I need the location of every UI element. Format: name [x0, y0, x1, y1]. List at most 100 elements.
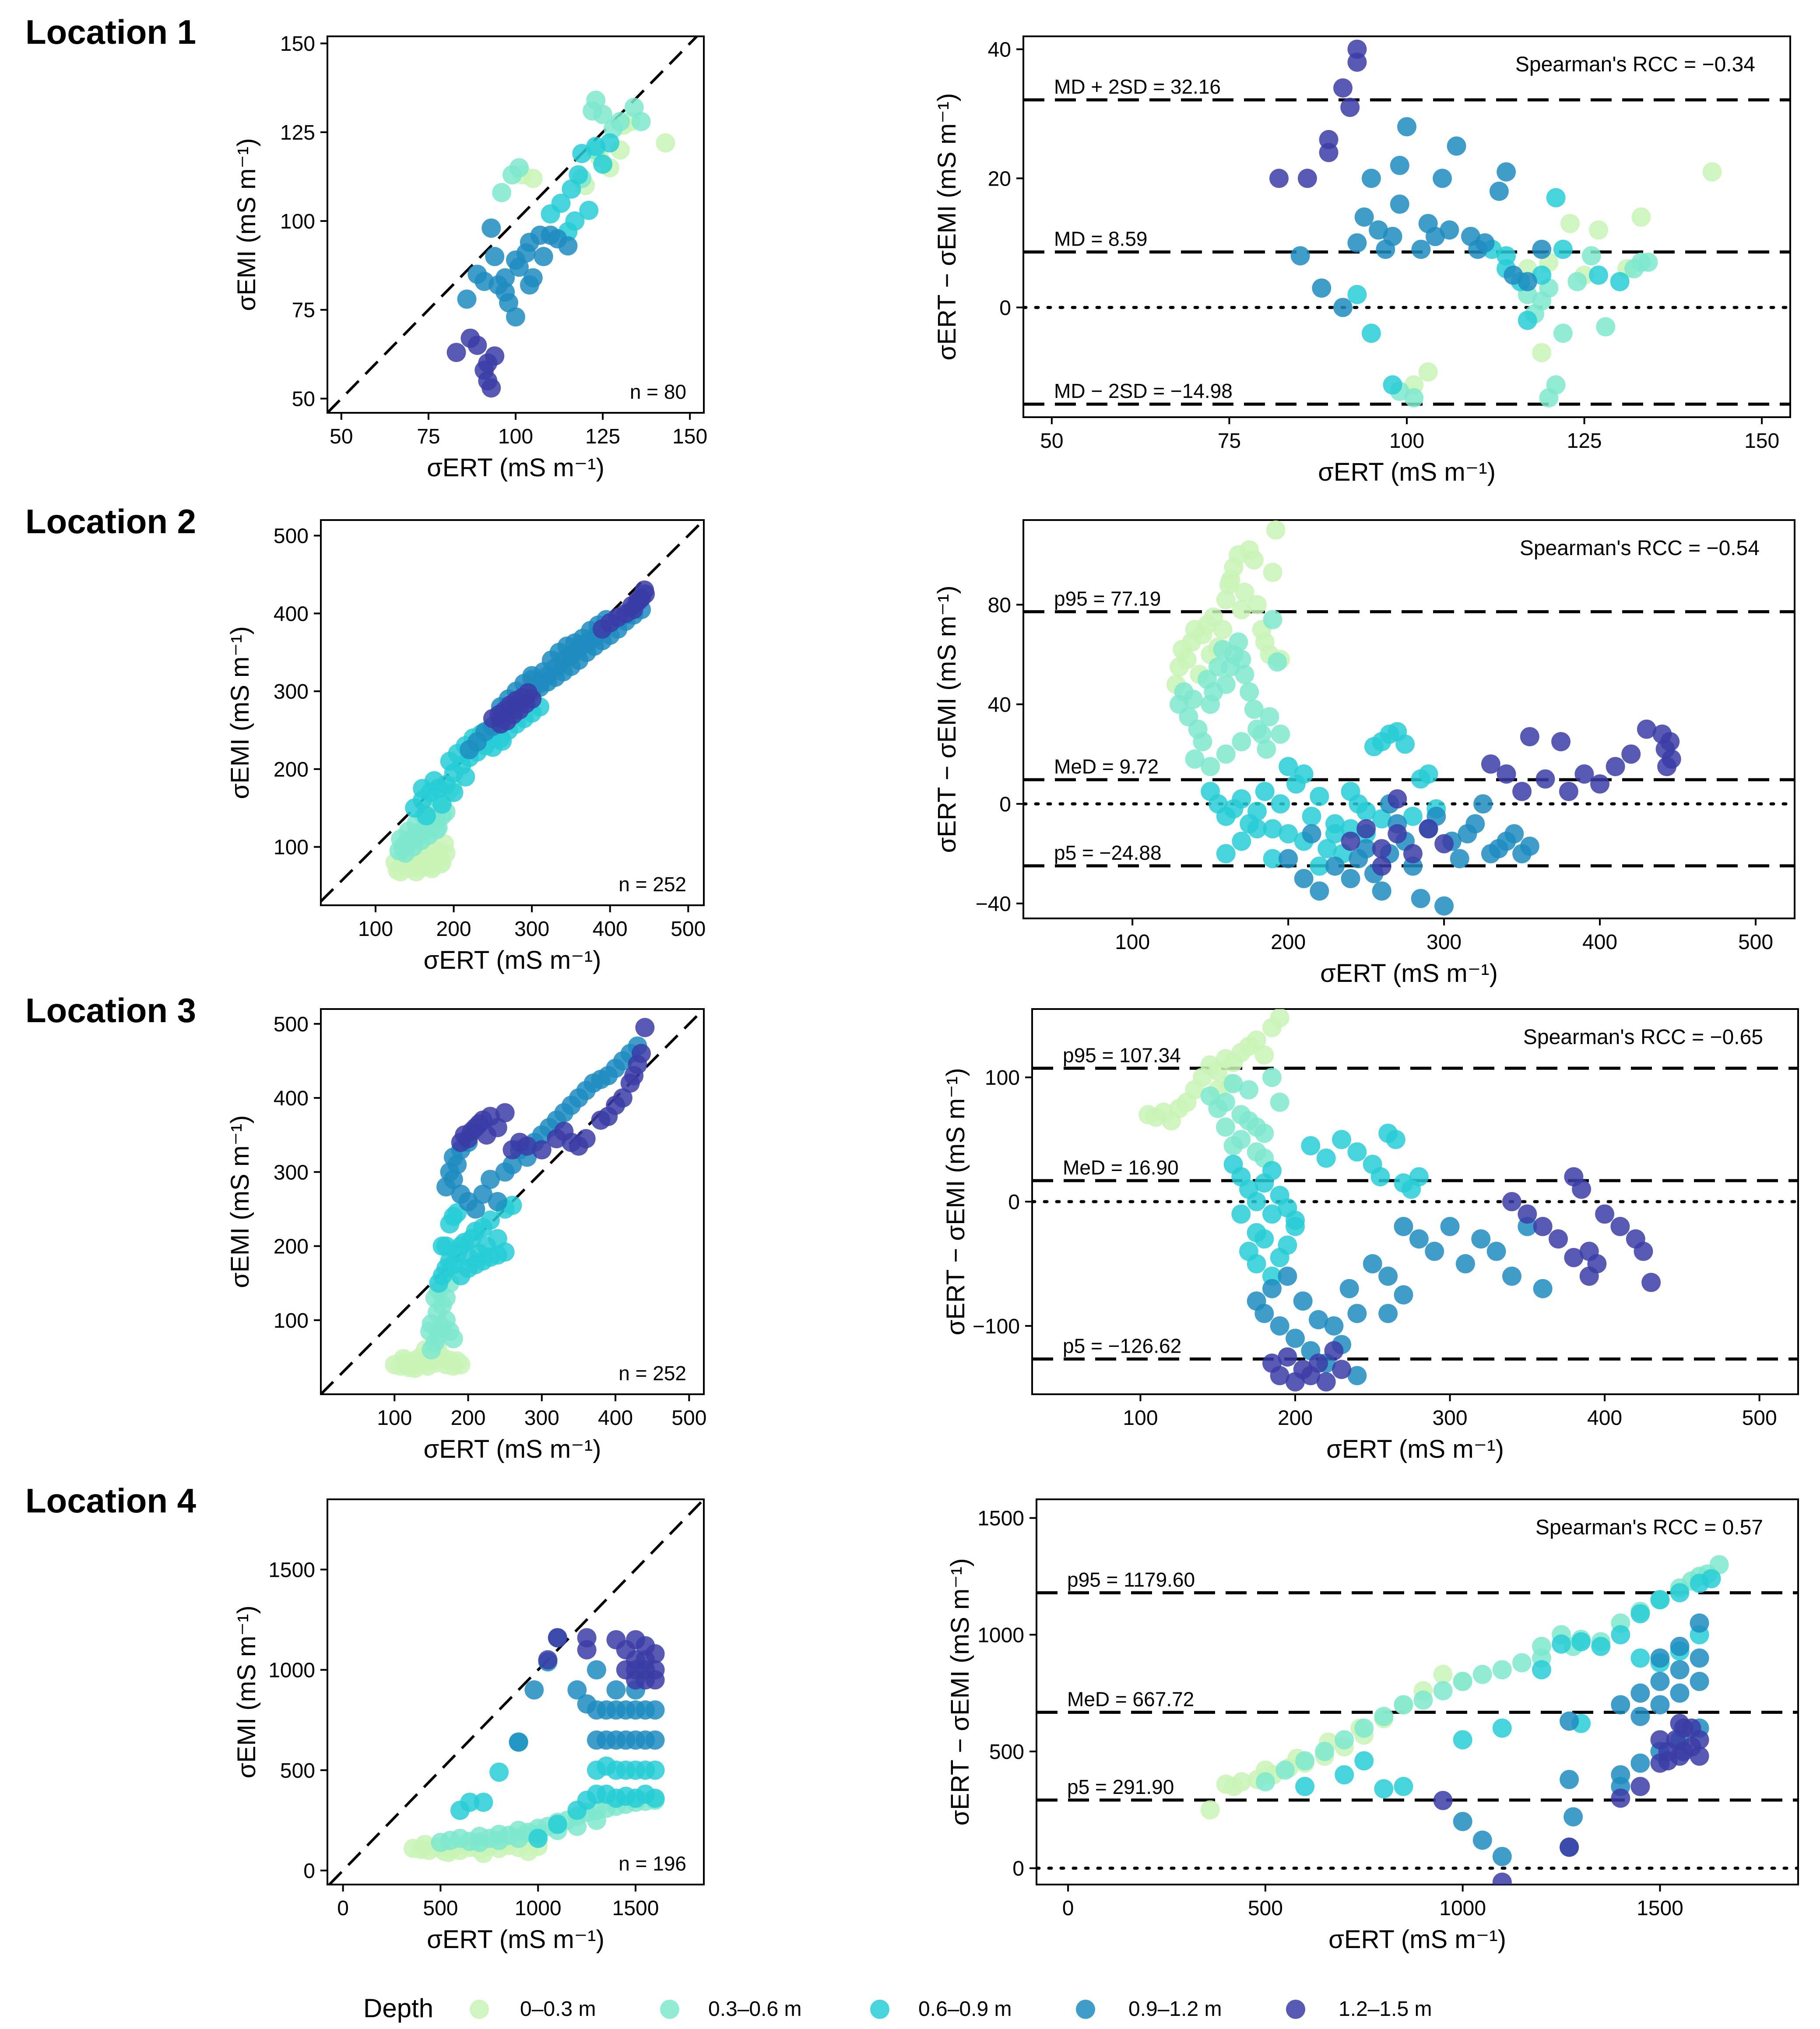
- data-point: [587, 1811, 606, 1830]
- y-tick-label: 40: [988, 38, 1011, 61]
- data-point: [1567, 272, 1587, 292]
- data-point: [1419, 819, 1438, 839]
- data-point: [1637, 719, 1656, 739]
- data-point: [1486, 1241, 1506, 1261]
- chart-panel-0: 50 75 100 125 150 50 75 100 125 150 σERT (mS m⁻¹) σ…: [232, 32, 707, 482]
- data-point: [1232, 600, 1251, 619]
- y-tick-label: 0: [1008, 1191, 1020, 1214]
- data-point: [1347, 52, 1367, 72]
- data-point: [613, 1088, 632, 1108]
- y-tick-label: 500: [274, 525, 309, 548]
- data-point: [1606, 757, 1625, 777]
- data-point: [1356, 819, 1376, 839]
- reference-line-label: MeD = 667.72: [1067, 1688, 1194, 1711]
- data-point: [460, 1793, 480, 1812]
- data-point: [1702, 162, 1722, 182]
- sample-size-label: n = 196: [618, 1852, 686, 1875]
- data-point: [593, 155, 613, 174]
- data-point: [1247, 595, 1267, 615]
- data-point: [489, 1762, 509, 1782]
- data-point: [420, 1322, 440, 1341]
- data-point: [1571, 1632, 1591, 1652]
- x-tick-label: 100: [377, 1407, 412, 1430]
- data-point: [1310, 881, 1329, 901]
- data-point: [1263, 610, 1282, 629]
- data-point: [1263, 849, 1282, 869]
- y-tick-label: 1500: [977, 1507, 1024, 1530]
- data-point: [1347, 1142, 1367, 1162]
- data-point: [1295, 1751, 1315, 1771]
- data-point: [1502, 1266, 1521, 1286]
- data-point: [1589, 265, 1608, 285]
- x-tick-label: 300: [514, 918, 549, 941]
- data-point: [1269, 169, 1289, 188]
- y-axis-label: σERT − σEMI (mS m⁻¹): [933, 93, 961, 361]
- x-tick-label: 50: [330, 425, 353, 448]
- data-point: [1512, 781, 1532, 801]
- legend-swatch-0: [470, 2000, 489, 2019]
- plot-area: [1023, 520, 1795, 916]
- data-point: [1262, 1204, 1282, 1224]
- data-point: [1497, 246, 1516, 266]
- data-point: [488, 1118, 507, 1137]
- data-point: [424, 771, 444, 791]
- data-point: [1670, 1637, 1690, 1656]
- data-point: [1339, 1279, 1359, 1298]
- data-point: [1395, 734, 1415, 754]
- data-point: [1347, 1366, 1367, 1385]
- data-point: [558, 236, 578, 256]
- data-point: [495, 1103, 515, 1122]
- y-tick-label: 100: [274, 1309, 309, 1333]
- data-point: [1409, 1167, 1429, 1187]
- y-axis-label: σERT − σEMI (mS m⁻¹): [946, 1558, 974, 1826]
- reference-line-label: p95 = 1179.60: [1067, 1568, 1195, 1591]
- x-tick-label: 75: [1218, 429, 1241, 453]
- data-point: [1453, 1730, 1472, 1750]
- data-point: [1325, 856, 1345, 876]
- data-point: [1674, 1742, 1694, 1761]
- data-point: [1670, 1660, 1690, 1680]
- data-point: [1434, 834, 1454, 854]
- data-point: [1349, 849, 1368, 869]
- x-tick-label: 100: [1115, 931, 1150, 954]
- data-point: [1638, 253, 1658, 272]
- data-point: [1271, 724, 1290, 744]
- data-point: [485, 247, 505, 267]
- data-point: [1240, 682, 1259, 702]
- data-point: [1411, 239, 1431, 259]
- data-point: [1231, 1130, 1251, 1150]
- data-point: [1294, 764, 1314, 784]
- data-point: [1650, 1730, 1670, 1750]
- data-point: [1302, 806, 1321, 826]
- y-tick-label: 200: [274, 758, 309, 781]
- data-point: [415, 1835, 435, 1854]
- data-point: [492, 731, 512, 751]
- data-point: [1361, 324, 1381, 343]
- data-point: [1630, 1707, 1650, 1726]
- data-point: [1278, 1235, 1297, 1255]
- data-point: [565, 211, 585, 231]
- data-point: [1512, 1653, 1532, 1673]
- y-tick-label: 150: [280, 32, 315, 56]
- data-point: [1690, 1746, 1709, 1766]
- data-point: [1610, 272, 1630, 292]
- chart-panel-6: 0 500 1000 1500 0 500 1000 1500 σERT (mS m⁻¹) σEM…: [232, 1498, 705, 1954]
- data-point: [1650, 1695, 1670, 1715]
- data-point: [1335, 1730, 1354, 1750]
- data-point: [1551, 732, 1571, 752]
- y-tick-label: 1000: [977, 1624, 1024, 1647]
- chart-panel-2: 100 200 300 400 500 100 200 300 400 500 σERT (mS m…: [226, 519, 706, 974]
- y-axis-label: σERT − σEMI (mS m⁻¹): [933, 586, 961, 853]
- data-point: [1263, 819, 1282, 839]
- data-point: [1630, 1683, 1650, 1703]
- legend-swatch-3: [1076, 2000, 1095, 2019]
- data-point: [470, 1832, 489, 1852]
- data-point: [1378, 1304, 1398, 1323]
- data-point: [1532, 1660, 1551, 1680]
- y-axis-label: σERT − σEMI (mS m⁻¹): [942, 1068, 970, 1336]
- data-point: [1332, 1360, 1352, 1379]
- data-point: [1533, 1217, 1553, 1236]
- plot-area: [328, 1499, 704, 1885]
- data-point: [1535, 769, 1555, 789]
- data-point: [592, 619, 612, 639]
